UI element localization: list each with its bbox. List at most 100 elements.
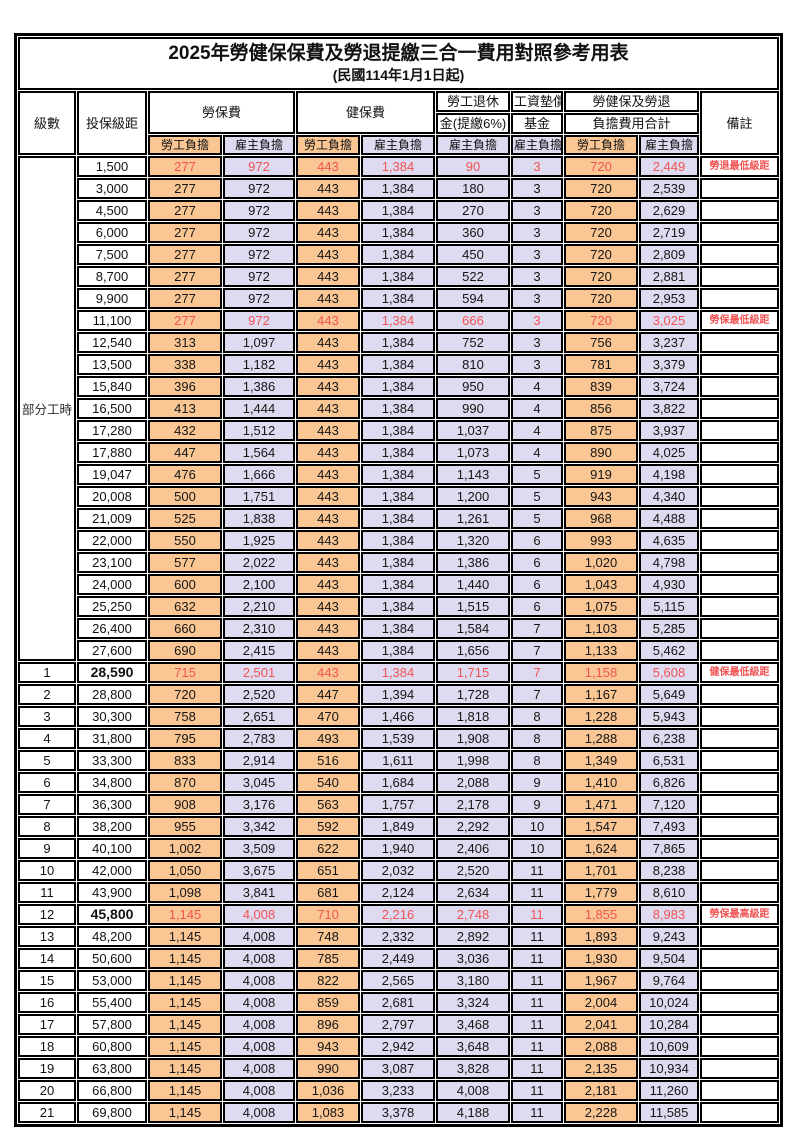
cell-total-worker: 1,158 <box>564 662 638 683</box>
cell-pension-employer: 1,261 <box>436 508 510 529</box>
cell-remark <box>700 596 780 617</box>
cell-health-employer: 2,942 <box>361 1036 435 1057</box>
cell-bracket: 30,300 <box>77 706 147 727</box>
cell-pension-employer: 1,818 <box>436 706 510 727</box>
cell-wagefund-employer: 11 <box>511 860 563 881</box>
cell-total-worker: 720 <box>564 266 638 287</box>
cell-wagefund-employer: 11 <box>511 1036 563 1057</box>
cell-total-worker: 1,288 <box>564 728 638 749</box>
cell-labor-employer: 972 <box>223 178 295 199</box>
cell-labor-employer: 2,520 <box>223 684 295 705</box>
subheader-health-worker: 勞工負擔 <box>296 135 360 155</box>
cell-health-employer: 1,384 <box>361 662 435 683</box>
cell-level: 5 <box>18 750 76 771</box>
cell-health-worker: 443 <box>296 442 360 463</box>
cell-pension-employer: 752 <box>436 332 510 353</box>
cell-labor-worker: 1,145 <box>148 992 222 1013</box>
cell-total-employer: 8,983 <box>639 904 699 925</box>
cell-total-worker: 1,075 <box>564 596 638 617</box>
cell-remark <box>700 178 780 199</box>
cell-labor-employer: 1,097 <box>223 332 295 353</box>
subheader-health-employer: 雇主負擔 <box>361 135 435 155</box>
cell-bracket: 12,540 <box>77 332 147 353</box>
row-level-12: 12 45,800 1,145 4,008 710 2,216 2,748 11 1,855 8,… <box>18 904 780 925</box>
cell-pension-employer: 90 <box>436 156 510 177</box>
cell-labor-employer: 4,008 <box>223 904 295 925</box>
cell-wagefund-employer: 11 <box>511 904 563 925</box>
cell-bracket: 9,900 <box>77 288 147 309</box>
cell-level: 19 <box>18 1058 76 1079</box>
cell-remark: 勞退最低級距 <box>700 156 780 177</box>
cell-labor-worker: 908 <box>148 794 222 815</box>
part-time-label: 部分工時 <box>18 156 76 661</box>
cell-total-employer: 3,379 <box>639 354 699 375</box>
cell-labor-employer: 2,310 <box>223 618 295 639</box>
cell-remark <box>700 794 780 815</box>
cell-bracket: 48,200 <box>77 926 147 947</box>
cell-bracket: 21,009 <box>77 508 147 529</box>
cell-total-worker: 1,930 <box>564 948 638 969</box>
cell-remark: 勞保最低級距 <box>700 310 780 331</box>
cell-bracket: 38,200 <box>77 816 147 837</box>
row-level-7: 7 36,300 908 3,176 563 1,757 2,178 9 1,471 7,120 <box>18 794 780 815</box>
cell-bracket: 36,300 <box>77 794 147 815</box>
cell-remark <box>700 882 780 903</box>
cell-pension-employer: 990 <box>436 398 510 419</box>
cell-bracket: 26,400 <box>77 618 147 639</box>
row-level-8: 8 38,200 955 3,342 592 1,849 2,292 10 1,547 7,493 <box>18 816 780 837</box>
cell-total-employer: 7,120 <box>639 794 699 815</box>
cell-pension-employer: 666 <box>436 310 510 331</box>
cell-level: 2 <box>18 684 76 705</box>
row-part-time: 21,009 525 1,838 443 1,384 1,261 5 968 4,488 <box>18 508 780 529</box>
cell-labor-worker: 870 <box>148 772 222 793</box>
cell-health-worker: 443 <box>296 156 360 177</box>
cell-labor-worker: 1,145 <box>148 1080 222 1101</box>
cell-total-worker: 720 <box>564 244 638 265</box>
cell-labor-worker: 413 <box>148 398 222 419</box>
cell-bracket: 17,880 <box>77 442 147 463</box>
cell-total-worker: 1,855 <box>564 904 638 925</box>
cell-total-worker: 2,181 <box>564 1080 638 1101</box>
cell-labor-worker: 1,145 <box>148 970 222 991</box>
cell-remark: 勞保最高級距 <box>700 904 780 925</box>
cell-labor-worker: 525 <box>148 508 222 529</box>
cell-wagefund-employer: 11 <box>511 1080 563 1101</box>
cell-labor-worker: 1,145 <box>148 1036 222 1057</box>
cell-health-worker: 443 <box>296 354 360 375</box>
cell-labor-worker: 277 <box>148 156 222 177</box>
row-level-3: 3 30,300 758 2,651 470 1,466 1,818 8 1,228 5,943 <box>18 706 780 727</box>
cell-pension-employer: 3,324 <box>436 992 510 1013</box>
cell-wagefund-employer: 3 <box>511 332 563 353</box>
cell-labor-employer: 1,386 <box>223 376 295 397</box>
cell-health-worker: 748 <box>296 926 360 947</box>
cell-wagefund-employer: 11 <box>511 992 563 1013</box>
cell-labor-employer: 972 <box>223 200 295 221</box>
cell-wagefund-employer: 4 <box>511 398 563 419</box>
cell-bracket: 60,800 <box>77 1036 147 1057</box>
cell-pension-employer: 1,584 <box>436 618 510 639</box>
cell-labor-worker: 277 <box>148 266 222 287</box>
cell-total-employer: 3,822 <box>639 398 699 419</box>
cell-remark <box>700 948 780 969</box>
premium-table: 2025年勞健保保費及勞退提繳三合一費用對照參考用表 (民國114年1月1日起)… <box>14 33 784 1127</box>
cell-remark <box>700 750 780 771</box>
cell-health-employer: 1,384 <box>361 310 435 331</box>
cell-pension-employer: 4,008 <box>436 1080 510 1101</box>
cell-health-worker: 681 <box>296 882 360 903</box>
cell-wagefund-employer: 10 <box>511 816 563 837</box>
cell-pension-employer: 3,648 <box>436 1036 510 1057</box>
col-header-level: 級數 <box>18 91 76 155</box>
cell-labor-worker: 1,145 <box>148 1014 222 1035</box>
cell-level: 1 <box>18 662 76 683</box>
header-group-row: 級數 投保級距 勞保費 健保費 勞工退休 工資墊償 勞健保及勞退 備註 <box>18 91 780 155</box>
cell-total-worker: 1,410 <box>564 772 638 793</box>
cell-health-worker: 443 <box>296 596 360 617</box>
cell-pension-employer: 2,634 <box>436 882 510 903</box>
cell-pension-employer: 522 <box>436 266 510 287</box>
row-part-time: 6,000 277 972 443 1,384 360 3 720 2,719 <box>18 222 780 243</box>
cell-bracket: 28,800 <box>77 684 147 705</box>
cell-total-employer: 11,260 <box>639 1080 699 1101</box>
cell-level: 11 <box>18 882 76 903</box>
cell-total-worker: 890 <box>564 442 638 463</box>
cell-bracket: 25,250 <box>77 596 147 617</box>
